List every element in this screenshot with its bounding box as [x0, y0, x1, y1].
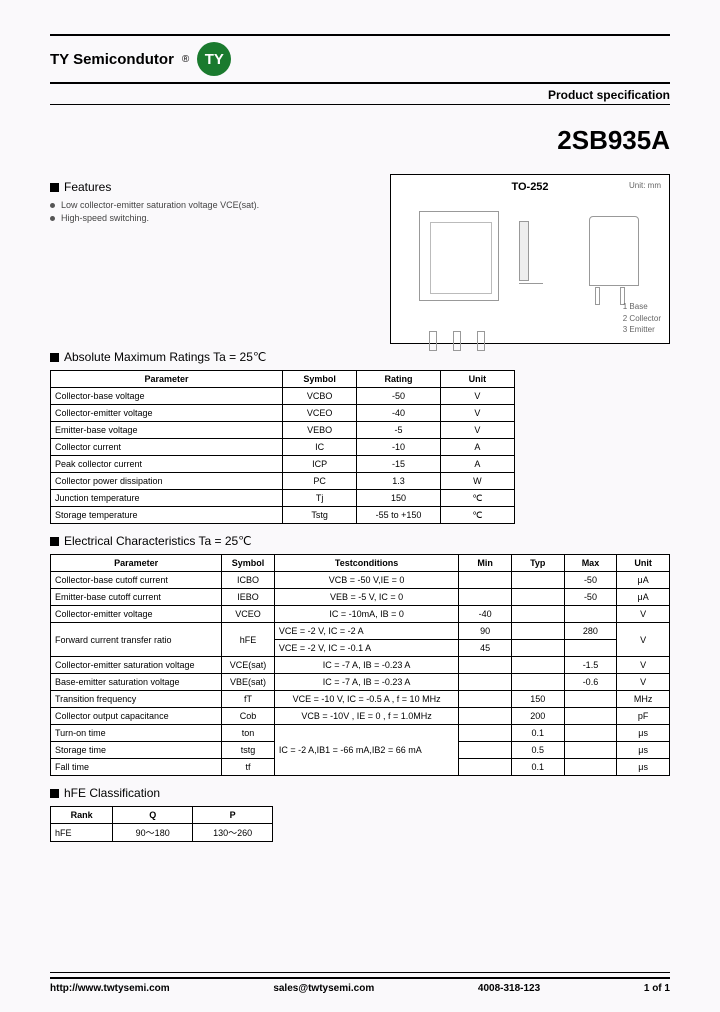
- square-bullet-icon: [50, 183, 59, 192]
- mid-rule-1: [50, 82, 670, 84]
- table-row: Collector-emitter voltageVCEOIC = -10mA,…: [51, 606, 670, 623]
- hfe-table: RankQPhFE90～180130～260: [50, 806, 273, 842]
- registered-mark: ®: [182, 54, 189, 65]
- table-row: Forward current transfer ratiohFEVCE = -…: [51, 623, 670, 640]
- table-header: Parameter: [51, 555, 222, 572]
- table-header: Rating: [357, 371, 441, 388]
- part-number: 2SB935A: [50, 125, 670, 156]
- footer-rule-1: [50, 972, 670, 973]
- table-header: Q: [113, 807, 193, 824]
- table-row: Transition frequencyfTVCE = -10 V, IC = …: [51, 691, 670, 708]
- table-row: Collector output capacitanceCobVCB = -10…: [51, 708, 670, 725]
- table-header: Typ: [511, 555, 564, 572]
- abs-max-title: Absolute Maximum Ratings Ta = 25℃: [64, 350, 266, 364]
- table-row: Junction temperatureTj150℃: [51, 490, 515, 507]
- table-header: Rank: [51, 807, 113, 824]
- table-row: Storage temperatureTstg-55 to +150℃: [51, 507, 515, 524]
- company-header: TY Semicondutor ® TY: [50, 42, 670, 76]
- footer-page: 1 of 1: [644, 983, 670, 994]
- square-bullet-icon: [50, 789, 59, 798]
- square-bullet-icon: [50, 537, 59, 546]
- package-pins: 1 Base2 Collector3 Emitter: [623, 301, 661, 335]
- table-row: Collector-emitter voltageVCEO-40V: [51, 405, 515, 422]
- table-header: Symbol: [283, 371, 357, 388]
- table-header: Min: [459, 555, 512, 572]
- elec-header: Electrical Characteristics Ta = 25℃: [50, 534, 670, 548]
- table-header: P: [193, 807, 273, 824]
- table-row: hFE90～180130～260: [51, 824, 273, 842]
- table-row: Collector-base voltageVCBO-50V: [51, 388, 515, 405]
- hfe-header: hFE Classification: [50, 786, 670, 800]
- table-header: Max: [564, 555, 617, 572]
- table-header: Unit: [617, 555, 670, 572]
- hfe-title: hFE Classification: [64, 786, 160, 800]
- top-section: Features Low collector-emitter saturatio…: [50, 174, 670, 344]
- feature-item: Low collector-emitter saturation voltage…: [50, 200, 374, 210]
- footer: http://www.twtysemi.com sales@twtysemi.c…: [50, 970, 670, 994]
- table-row: Collector currentIC-10A: [51, 439, 515, 456]
- top-rule: [50, 34, 670, 36]
- table-header: Parameter: [51, 371, 283, 388]
- square-bullet-icon: [50, 353, 59, 362]
- package-diagram: TO-252 Unit: mm 1 Base2 Collector3 Emitt…: [390, 174, 670, 344]
- footer-url: http://www.twtysemi.com: [50, 983, 170, 994]
- footer-rule-2: [50, 977, 670, 979]
- table-row: Turn-on timetonIC = -2 A,IB1 = -66 mA,IB…: [51, 725, 670, 742]
- abs-max-table: ParameterSymbolRatingUnitCollector-base …: [50, 370, 515, 524]
- product-spec-label: Product specification: [50, 88, 670, 102]
- elec-table: ParameterSymbolTestconditionsMinTypMaxUn…: [50, 554, 670, 776]
- features-title: Features: [64, 180, 111, 194]
- package-title: TO-252: [395, 181, 665, 193]
- table-row: Collector-emitter saturation voltageVCE(…: [51, 657, 670, 674]
- table-row: Base-emitter saturation voltageVBE(sat)I…: [51, 674, 670, 691]
- elec-title: Electrical Characteristics Ta = 25℃: [64, 534, 252, 548]
- table-row: Collector-base cutoff currentICBOVCB = -…: [51, 572, 670, 589]
- table-row: Peak collector currentICP-15A: [51, 456, 515, 473]
- mid-rule-2: [50, 104, 670, 105]
- table-header: Symbol: [222, 555, 275, 572]
- table-row: Emitter-base voltageVEBO-5V: [51, 422, 515, 439]
- table-row: Emitter-base cutoff currentIEBOVEB = -5 …: [51, 589, 670, 606]
- table-header: Unit: [440, 371, 514, 388]
- table-header: Testconditions: [274, 555, 458, 572]
- package-drawing: [409, 201, 649, 331]
- footer-phone: 4008-318-123: [478, 983, 540, 994]
- dot-icon: [50, 216, 55, 221]
- feature-item: High-speed switching.: [50, 213, 374, 223]
- company-name: TY Semicondutor: [50, 51, 174, 68]
- features-header: Features: [50, 180, 374, 194]
- abs-max-header: Absolute Maximum Ratings Ta = 25℃: [50, 350, 670, 364]
- package-unit: Unit: mm: [629, 181, 661, 190]
- dot-icon: [50, 203, 55, 208]
- table-row: Collector power dissipationPC1.3W: [51, 473, 515, 490]
- logo-icon: TY: [197, 42, 231, 76]
- footer-email: sales@twtysemi.com: [273, 983, 374, 994]
- features-block: Features Low collector-emitter saturatio…: [50, 174, 374, 226]
